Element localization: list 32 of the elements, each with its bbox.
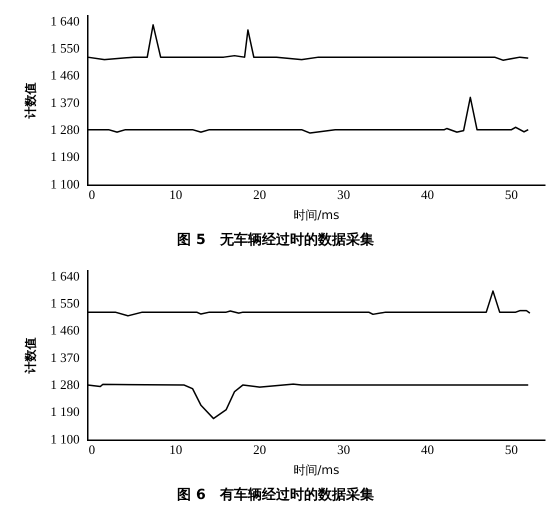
x-tick-label: 10 <box>169 442 182 458</box>
y-tick-label: 1 190 <box>50 404 80 420</box>
y-tick-label: 1 370 <box>50 94 80 110</box>
y-tick-label: 1 280 <box>50 377 80 392</box>
y-tick-label: 1 550 <box>50 40 80 56</box>
y-tick-label: 1 100 <box>50 431 80 446</box>
y-axis-title: 计数值 <box>23 82 38 120</box>
x-axis-title: 时间/ms <box>293 208 340 222</box>
x-tick-label: 20 <box>253 187 266 202</box>
y-tick-label: 1 550 <box>50 295 80 310</box>
x-axis-title: 时间/ms <box>293 462 340 477</box>
x-tick-label: 20 <box>253 442 266 458</box>
y-tick-label: 1 640 <box>50 13 80 28</box>
y-tick-label: 1 370 <box>50 350 80 365</box>
text: 图 5 无车辆经过时的数据采集 <box>176 231 375 250</box>
x-tick-label: 50 <box>504 442 518 458</box>
y-axis-title: 计数值 <box>23 337 38 374</box>
x-tick-label: 40 <box>421 187 434 202</box>
y-tick-label: 1 190 <box>50 149 80 164</box>
text: 图 6 有车辆经过时的数据采集 <box>176 486 375 505</box>
y-tick-label: 1 460 <box>50 322 80 338</box>
y-tick-label: 1 280 <box>50 122 80 138</box>
x-tick-label: 10 <box>169 187 182 202</box>
x-tick-label: 50 <box>504 187 518 202</box>
y-tick-label: 1 100 <box>50 176 80 192</box>
x-tick-label: 30 <box>337 442 350 458</box>
y-tick-label: 1 460 <box>50 68 80 83</box>
y-tick-label: 1 640 <box>50 268 80 284</box>
x-tick-label: 30 <box>337 187 350 202</box>
x-tick-label: 0 <box>88 442 96 458</box>
x-tick-label: 40 <box>421 442 434 458</box>
x-tick-label: 0 <box>88 187 96 202</box>
